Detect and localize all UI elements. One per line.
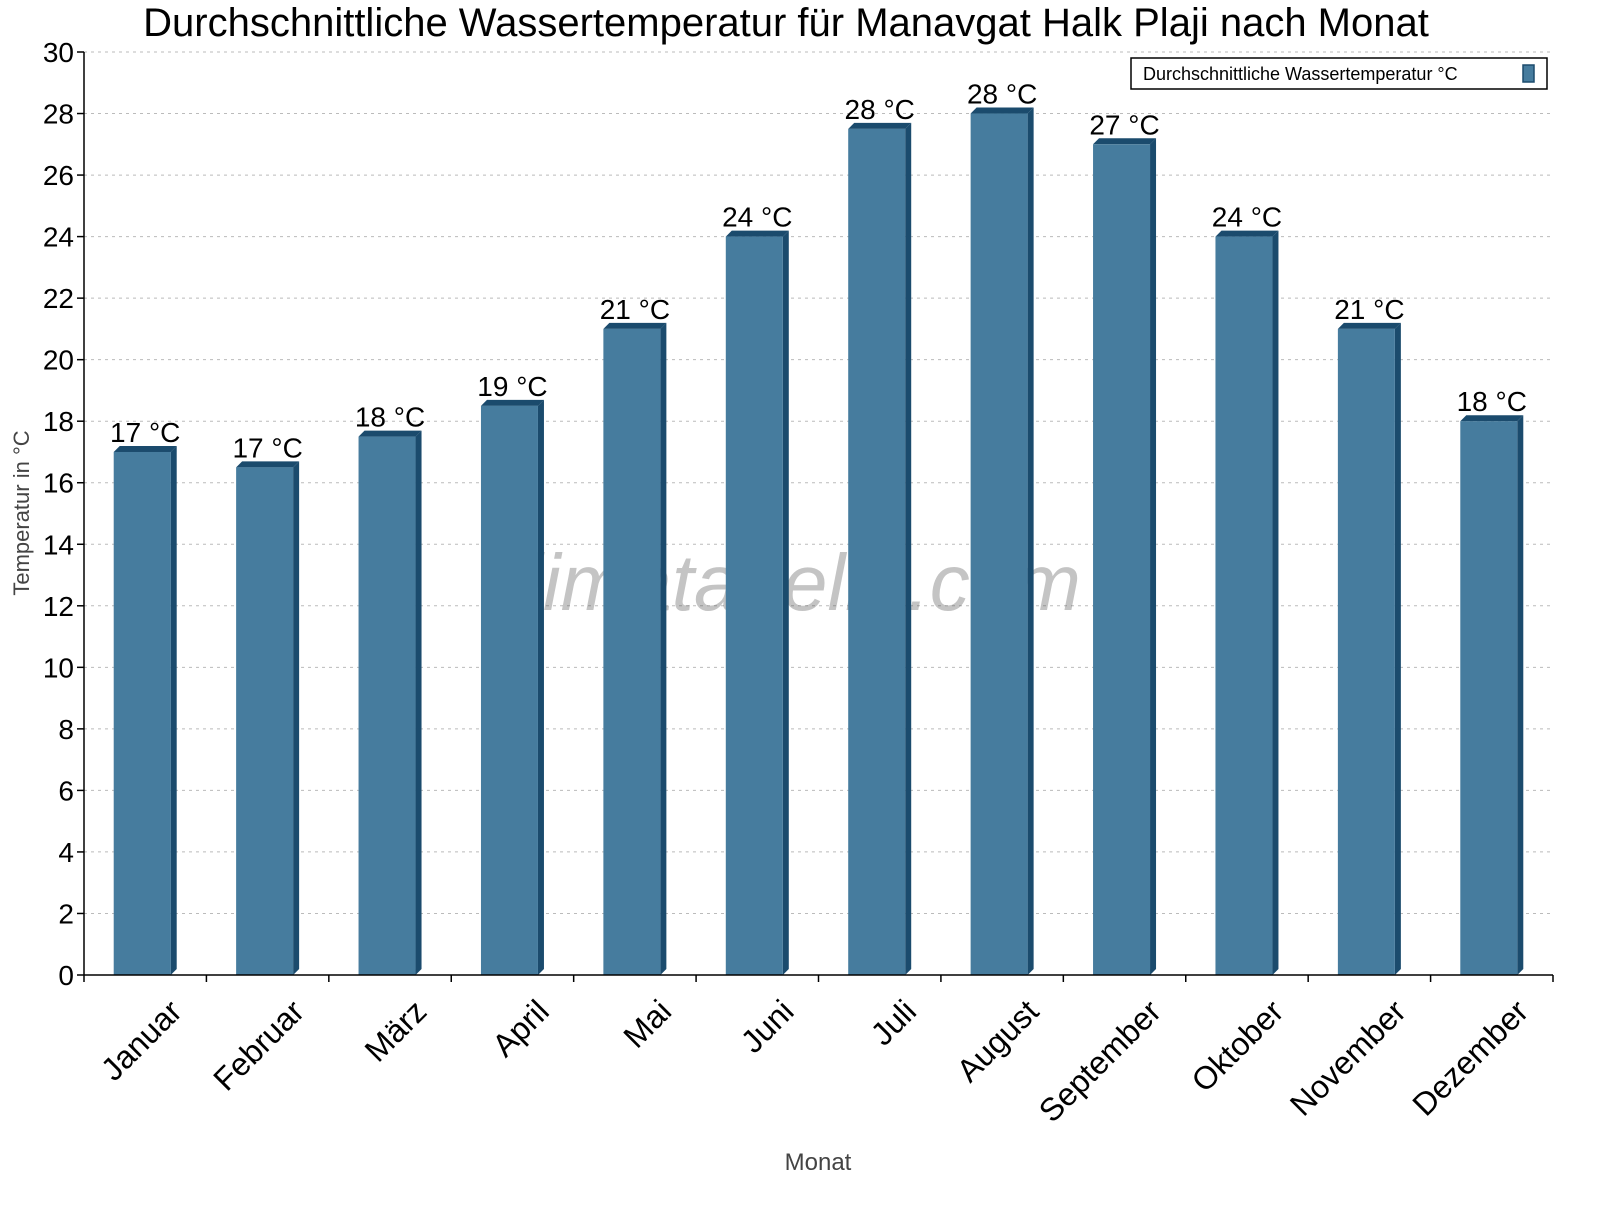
x-tick-label: Juli xyxy=(864,993,923,1052)
y-tick-label: 22 xyxy=(43,283,74,314)
y-tick-label: 2 xyxy=(58,898,74,929)
bar-top xyxy=(113,445,177,452)
bar-top xyxy=(725,230,789,237)
bar xyxy=(970,113,1028,976)
x-tick-label: Dezember xyxy=(1405,993,1535,1123)
bar-side xyxy=(170,445,177,975)
bars: 17 °C 17 °C 18 °C 19 °C 21 °C 24 °C 28 °C 28 °C… xyxy=(110,79,1527,976)
bar xyxy=(113,451,171,975)
bar-top xyxy=(236,461,300,468)
data-label: 21 °C xyxy=(1334,294,1404,325)
bar xyxy=(1337,328,1395,975)
bar-side xyxy=(1394,322,1401,975)
y-tick-label: 14 xyxy=(43,529,74,560)
bar-side xyxy=(293,461,300,976)
data-label: 28 °C xyxy=(967,79,1037,110)
bar-group: 27 °C xyxy=(1089,109,1160,976)
legend: Durchschnittliche Wassertemperatur °C xyxy=(1130,57,1548,90)
y-tick-label: 4 xyxy=(58,837,74,868)
bar-side xyxy=(1150,138,1157,976)
bar-side xyxy=(782,230,789,976)
x-tick-label: November xyxy=(1283,993,1413,1123)
bar-side xyxy=(1272,230,1279,976)
y-tick-label: 18 xyxy=(43,406,74,437)
bar xyxy=(1215,236,1273,976)
bar-top xyxy=(848,122,912,129)
bar-top xyxy=(603,322,667,329)
y-tick-label: 10 xyxy=(43,652,74,683)
bar-side xyxy=(1517,415,1524,975)
x-tick-label: April xyxy=(485,993,556,1064)
legend-swatch xyxy=(1522,64,1535,83)
bar-group: 18 °C xyxy=(355,402,425,975)
bar-group: 28 °C xyxy=(967,79,1037,976)
x-tick-label: Mai xyxy=(616,993,678,1055)
bar-side xyxy=(1027,107,1034,976)
bar-top xyxy=(358,430,422,437)
y-tick-label: 28 xyxy=(43,99,74,130)
bar-top xyxy=(1215,230,1279,237)
y-tick-label: 6 xyxy=(58,775,74,806)
bar-group: 21 °C xyxy=(600,294,670,975)
x-tick-label: Oktober xyxy=(1184,993,1290,1099)
bar-group: 17 °C xyxy=(232,432,303,976)
data-label: 17 °C xyxy=(110,417,180,448)
x-tick-label: September xyxy=(1032,993,1168,1129)
bar-side xyxy=(905,122,912,975)
bar xyxy=(480,405,538,976)
data-label: 28 °C xyxy=(845,94,915,125)
bar-group: 17 °C xyxy=(110,417,180,975)
gridlines xyxy=(84,51,1553,914)
bar xyxy=(848,128,906,975)
data-label: 17 °C xyxy=(232,432,302,463)
bar-top xyxy=(1460,415,1524,422)
bar-top xyxy=(480,399,544,406)
bar xyxy=(236,467,294,975)
bar-side xyxy=(660,322,667,975)
data-label: 21 °C xyxy=(600,294,670,325)
bar-side xyxy=(415,430,422,975)
data-label: 18 °C xyxy=(1457,386,1527,417)
data-label: 27 °C xyxy=(1089,109,1159,140)
bar xyxy=(1093,144,1151,976)
data-label: 18 °C xyxy=(355,402,425,433)
y-tick-label: 12 xyxy=(43,591,74,622)
x-tick-label: März xyxy=(358,993,434,1069)
bar-group: 18 °C xyxy=(1457,386,1527,975)
bar-group: 24 °C xyxy=(1212,202,1282,976)
x-tick-label: Februar xyxy=(206,993,311,1098)
bar xyxy=(603,328,661,975)
bar xyxy=(725,236,783,976)
y-tick-label: 20 xyxy=(43,345,74,376)
y-tick-label: 8 xyxy=(58,714,74,745)
y-tick-label: 0 xyxy=(58,960,74,991)
y-tick-label: 30 xyxy=(43,37,74,68)
bar-group: 21 °C xyxy=(1334,294,1405,975)
bar-side xyxy=(537,399,544,976)
data-label: 24 °C xyxy=(1212,202,1282,233)
bar-top xyxy=(1337,322,1401,329)
y-tick-label: 24 xyxy=(43,222,74,253)
bar-top xyxy=(970,107,1034,114)
y-tick-label: 16 xyxy=(43,468,74,499)
bar-top xyxy=(1093,138,1157,145)
legend-label: Durchschnittliche Wassertemperatur °C xyxy=(1143,64,1458,84)
bar xyxy=(1460,421,1518,975)
y-axis-label: Temperatur in °C xyxy=(9,430,34,595)
x-tick-label: Juni xyxy=(734,993,801,1060)
bar-group: 19 °C xyxy=(477,371,548,976)
bar-group: 24 °C xyxy=(722,202,792,976)
bar xyxy=(358,436,416,975)
bar-group: 28 °C xyxy=(845,94,915,975)
x-axis-label: Monat xyxy=(785,1149,852,1176)
x-tick-label: Januar xyxy=(94,993,189,1088)
y-tick-label: 26 xyxy=(43,160,74,191)
chart-title: Durchschnittliche Wassertemperatur für M… xyxy=(143,1,1429,45)
x-tick-label: August xyxy=(950,993,1046,1089)
data-label: 19 °C xyxy=(477,371,547,402)
data-label: 24 °C xyxy=(722,202,792,233)
